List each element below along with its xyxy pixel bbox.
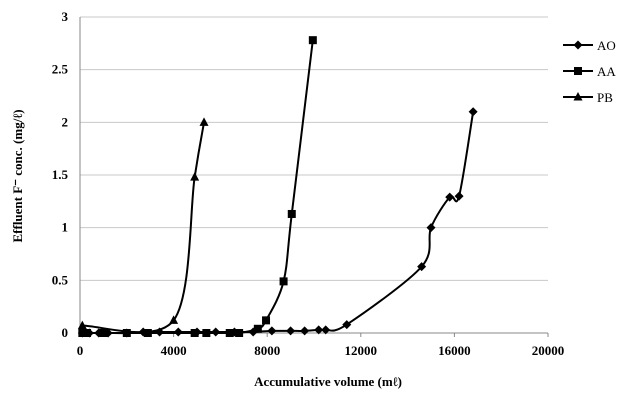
data-point-ao <box>173 327 183 337</box>
axes <box>79 17 549 337</box>
legend-marker-aa <box>574 67 582 75</box>
data-point-ao <box>286 326 296 336</box>
data-point-aa <box>225 329 234 337</box>
data-point-pb <box>77 320 87 330</box>
x-tick-label: 20000 <box>532 343 565 358</box>
y-axis-title: Effluent F⁻ conc. (mg/ℓ) <box>10 109 25 242</box>
data-point-pb <box>199 117 209 126</box>
legend-marker-ao <box>573 40 583 50</box>
data-point-aa <box>190 329 199 337</box>
tick-labels: 0 0.5 1 1.5 2 2.5 3 0 4000 8000 12000 16000 20000 <box>52 9 565 358</box>
legend-item-aa: AA <box>563 64 616 79</box>
legend-marker-pb <box>573 92 583 101</box>
data-point-aa <box>202 329 211 337</box>
data-point-aa <box>279 277 288 286</box>
y-tick-label: 2 <box>62 114 69 129</box>
data-point-pb <box>190 172 200 181</box>
data-point-ao <box>445 192 455 202</box>
series-pb <box>77 117 209 334</box>
data-point-ao <box>321 325 331 335</box>
data-point-aa <box>308 36 317 45</box>
data-point-aa <box>287 209 296 218</box>
data-point-aa <box>122 329 131 337</box>
series-group <box>77 36 478 338</box>
series-aa <box>78 36 317 337</box>
data-point-aa <box>235 329 244 337</box>
y-tick-label: 1.5 <box>52 167 69 182</box>
x-tick-label: 4000 <box>161 343 187 358</box>
legend-item-ao: AO <box>563 38 616 53</box>
y-tick-label: 1 <box>62 220 69 235</box>
data-point-ao <box>454 191 464 201</box>
y-tick-label: 3 <box>62 9 69 24</box>
data-point-ao <box>417 262 427 272</box>
y-tick-label: 0.5 <box>52 272 69 287</box>
data-point-ao <box>267 326 277 336</box>
data-point-ao <box>426 223 436 233</box>
data-point-aa <box>262 316 271 325</box>
data-point-aa <box>253 324 262 333</box>
legend-item-pb: PB <box>563 90 613 105</box>
x-tick-label: 16000 <box>438 343 471 358</box>
legend: AO AA PB <box>563 38 616 105</box>
data-point-aa <box>78 329 87 337</box>
data-point-ao <box>211 327 221 337</box>
y-tick-label: 2.5 <box>52 62 69 77</box>
legend-label-ao: AO <box>597 38 616 53</box>
x-tick-label: 8000 <box>254 343 280 358</box>
data-point-pb <box>169 315 179 324</box>
data-point-aa <box>143 329 152 337</box>
data-point-aa <box>83 329 92 337</box>
data-point-ao <box>314 325 324 335</box>
data-point-ao <box>300 326 310 336</box>
x-tick-label: 12000 <box>345 343 378 358</box>
series-ao <box>77 107 478 338</box>
data-point-ao <box>342 320 352 330</box>
x-tick-label: 0 <box>77 343 84 358</box>
legend-label-pb: PB <box>597 90 613 105</box>
y-tick-label: 0 <box>62 325 69 340</box>
series-line-pb <box>82 122 206 334</box>
data-point-ao <box>468 107 478 117</box>
series-line-aa <box>82 40 314 335</box>
grid-lines <box>80 16 548 281</box>
data-point-aa <box>99 329 108 337</box>
legend-label-aa: AA <box>597 64 616 79</box>
x-axis-title: Accumulative volume (mℓ) <box>254 374 402 389</box>
